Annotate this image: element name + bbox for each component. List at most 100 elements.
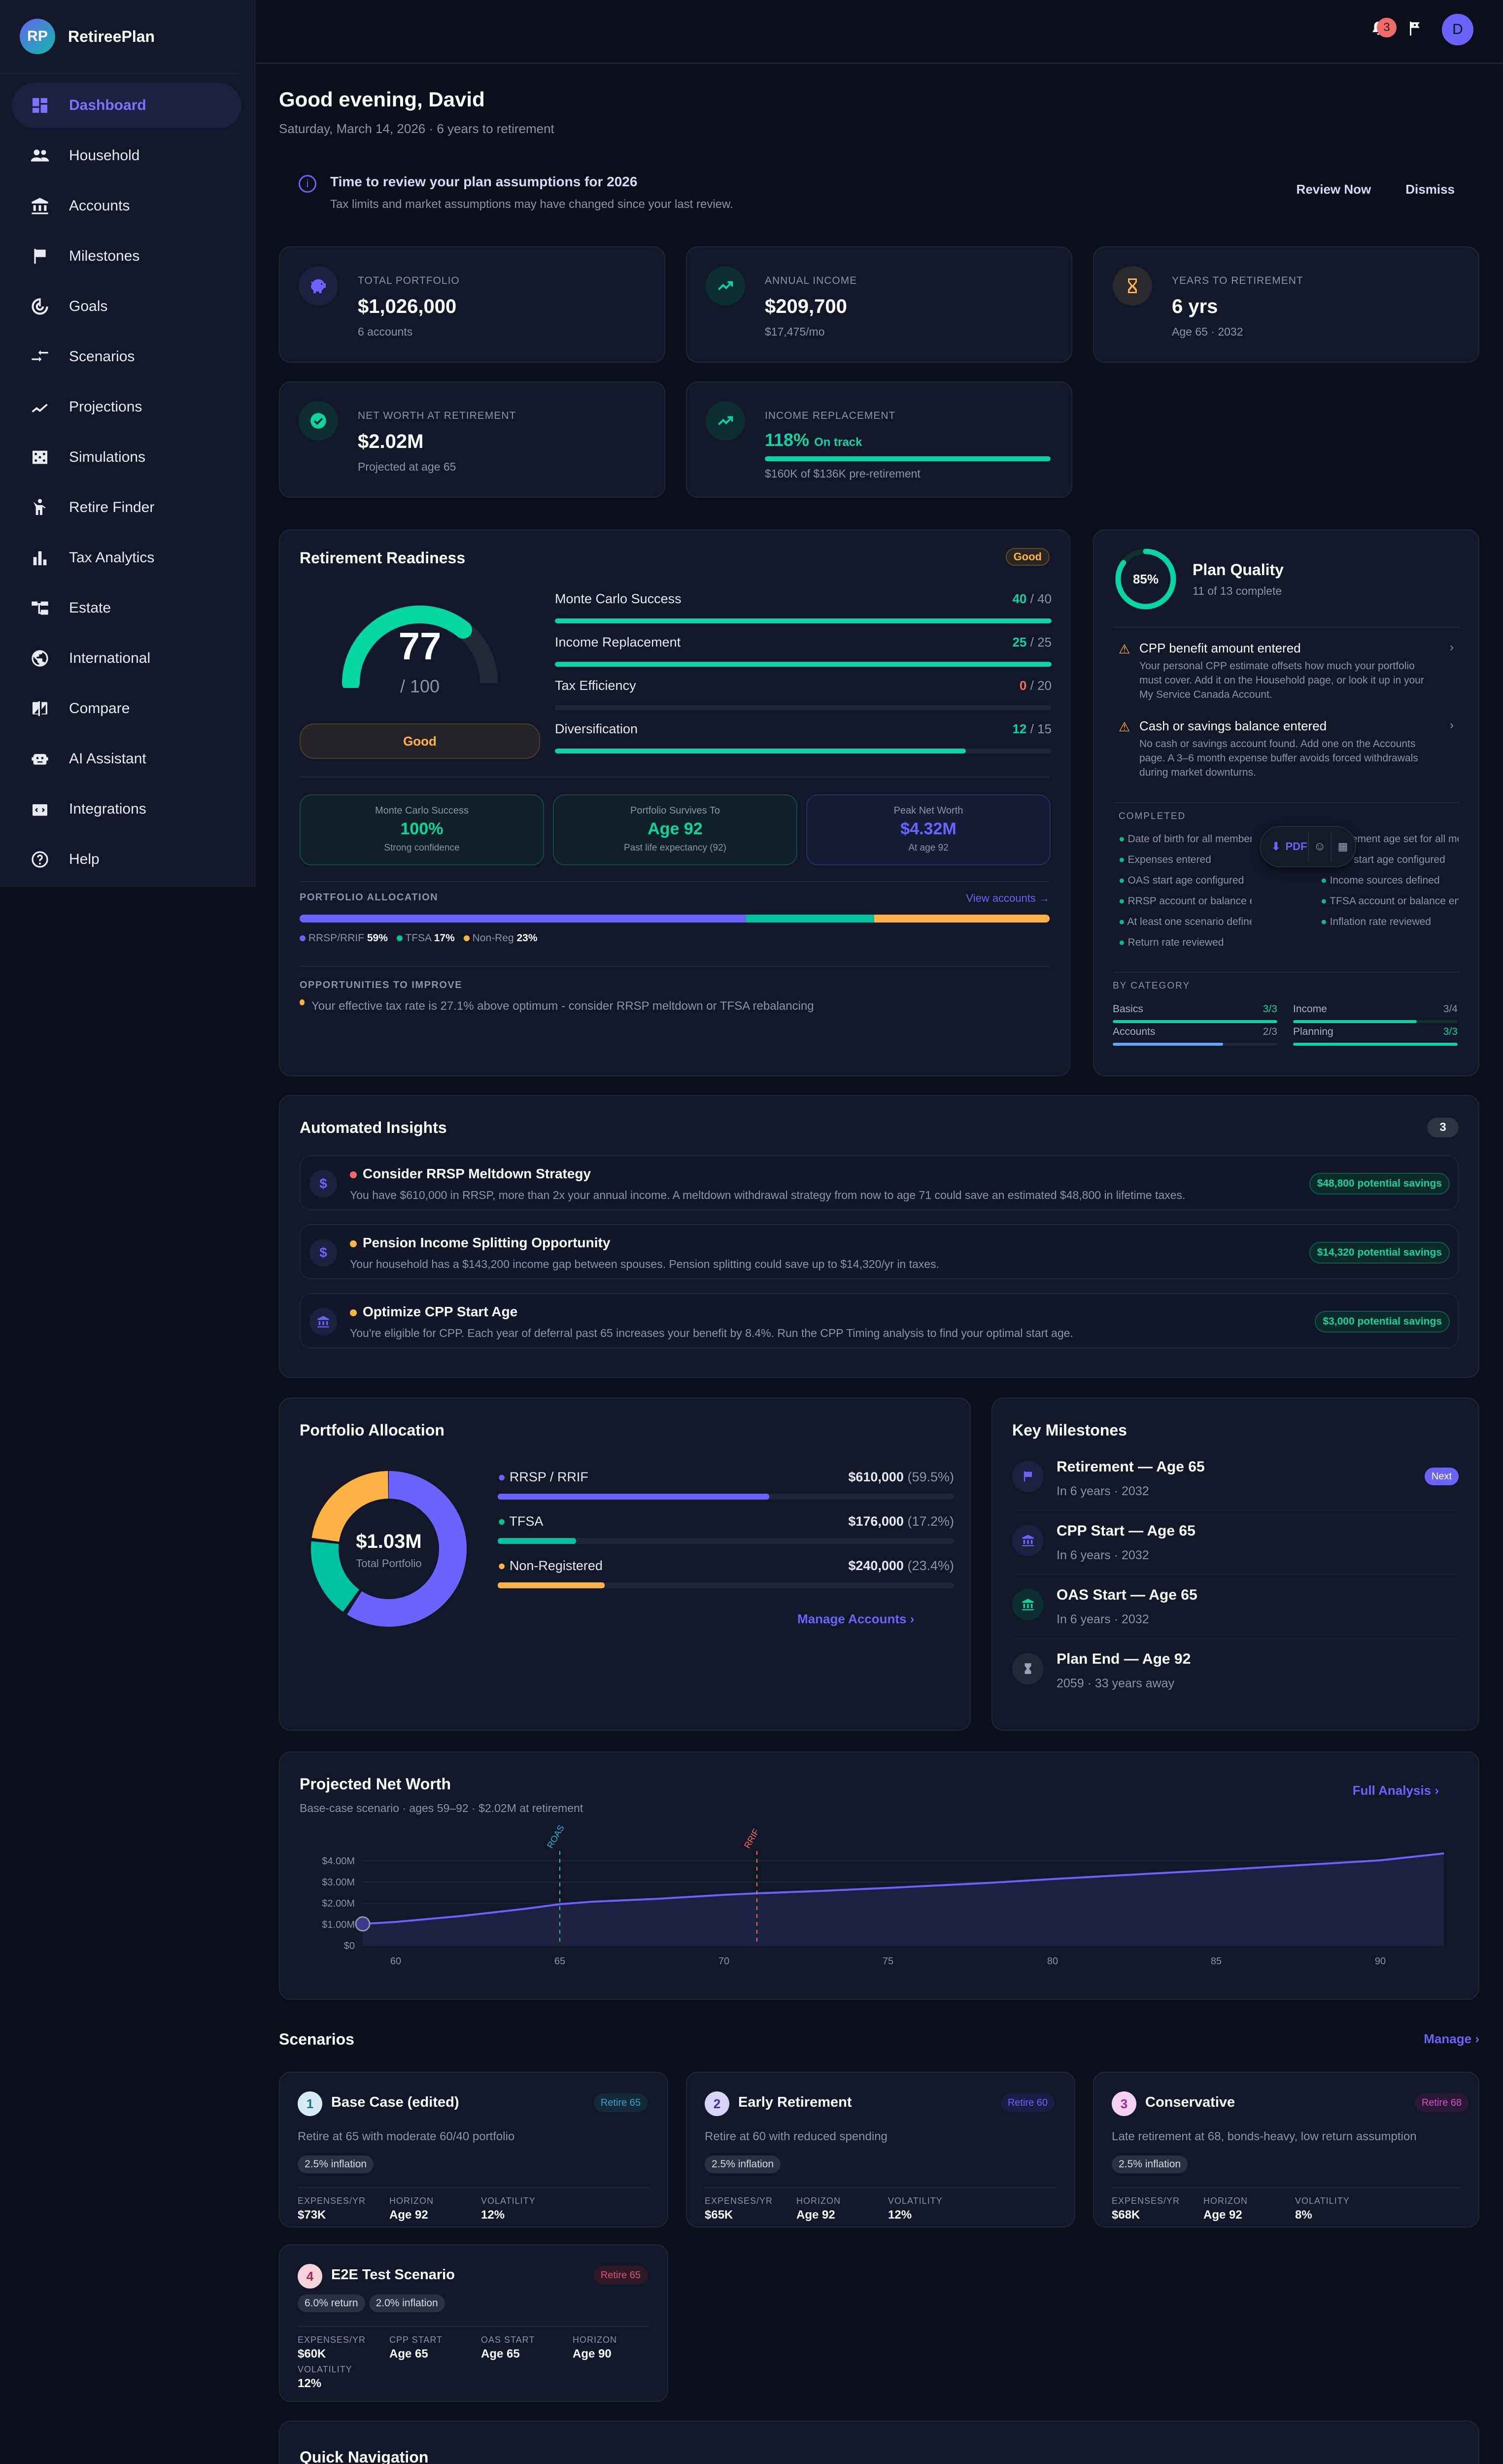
scenario-card[interactable]: 4 E2E Test Scenario Retire 65 6.0% retur… xyxy=(279,2244,668,2402)
ai-assistant-button[interactable]: ☺ xyxy=(1309,832,1332,861)
sidebar-item-dashboard[interactable]: Dashboard xyxy=(12,83,241,128)
sidebar-item-international[interactable]: International xyxy=(12,636,241,681)
sidebar-item-tax-analytics[interactable]: Tax Analytics xyxy=(12,535,241,581)
sidebar-item-retire-finder[interactable]: Retire Finder xyxy=(12,485,241,530)
sidebar-item-household[interactable]: Household xyxy=(12,133,241,178)
allocation-row: ● Non-Registered $240,000 (23.4%) xyxy=(498,1558,954,1588)
next-badge: Next xyxy=(1424,1468,1459,1485)
milestone-item[interactable]: Plan End — Age 92 2059 · 33 years away xyxy=(1012,1639,1459,1703)
todo-item-cpp[interactable]: ⚠ CPP benefit amount entered Your person… xyxy=(1119,641,1454,700)
piggy-bank-icon xyxy=(299,266,338,306)
sidebar-item-compare[interactable]: Compare xyxy=(12,686,241,731)
chevron-right-icon: › xyxy=(1450,641,1454,654)
svg-text:$2.00M: $2.00M xyxy=(322,1898,355,1909)
svg-text:90: 90 xyxy=(1375,1956,1386,1967)
highlight-monte-carlo: Monte Carlo Success 100% Strong confiden… xyxy=(300,794,544,865)
allocation-row: ● RRSP / RRIF $610,000 (59.5%) xyxy=(498,1470,954,1500)
insight-item[interactable]: $ Consider RRSP Meltdown Strategy You ha… xyxy=(300,1155,1459,1210)
review-now-button[interactable]: Review Now xyxy=(1296,182,1371,197)
milestone-item[interactable]: CPP Start — Age 65 In 6 years · 2032 xyxy=(1012,1511,1459,1575)
flag-icon xyxy=(1410,21,1420,35)
scenario-card[interactable]: 3 Conservative Retire 68 Late retirement… xyxy=(1093,2072,1479,2227)
retirement-readiness-card: Retirement Readiness Good 77 / 100 Good … xyxy=(279,529,1070,1076)
sidebar-item-ai-assistant[interactable]: AI Assistant xyxy=(12,736,241,782)
milestone-item[interactable]: Retirement — Age 65 In 6 years · 2032 Nex… xyxy=(1012,1447,1459,1511)
allocation-donut xyxy=(311,1471,467,1627)
sidebar-item-integrations[interactable]: Integrations xyxy=(12,787,241,832)
stat-card-net-worth-at-retirement[interactable]: NET WORTH AT RETIREMENT $2.02M Projected… xyxy=(279,381,665,498)
trending-up-icon xyxy=(706,401,745,441)
stat-card-income-replacement[interactable]: INCOME REPLACEMENT 118% On track $160K o… xyxy=(686,381,1072,498)
manage-accounts-link[interactable]: Manage Accounts › xyxy=(797,1611,915,1626)
sidebar-item-help[interactable]: Help xyxy=(12,837,241,882)
sidebar-item-simulations[interactable]: Simulations xyxy=(12,435,241,480)
dashboard-icon xyxy=(29,94,51,117)
completed-list-left: ● Date of birth for all members ● Expens… xyxy=(1119,833,1252,948)
opportunity-item: Your effective tax rate is 27.1% above o… xyxy=(300,999,814,1013)
bank-icon xyxy=(309,1308,337,1335)
bank-icon xyxy=(29,195,51,217)
full-analysis-link[interactable]: Full Analysis › xyxy=(1352,1783,1439,1798)
download-icon: ⬇ xyxy=(1271,840,1281,853)
highlight-peak-net-worth: Peak Net Worth $4.32M At age 92 xyxy=(806,794,1051,865)
tour-flag-button[interactable] xyxy=(1406,20,1423,40)
notifications-button[interactable]: 3 xyxy=(1370,18,1397,39)
savings-badge: $3,000 potential savings xyxy=(1315,1311,1450,1333)
sidebar: RP RetireePlan Dashboard Household Accou… xyxy=(0,0,255,887)
download-pdf-button[interactable]: ⬇ PDF xyxy=(1261,832,1309,861)
bank-icon xyxy=(1012,1589,1044,1620)
flag-icon xyxy=(1012,1461,1044,1492)
category-basics: Basics 3/3 xyxy=(1113,1003,1277,1023)
svg-text:85: 85 xyxy=(1211,1956,1222,1967)
person-wave-icon xyxy=(29,496,51,519)
annual-income-value: $209,700 xyxy=(765,296,847,317)
stat-card-total-portfolio[interactable]: TOTAL PORTFOLIO $1,026,000 6 accounts xyxy=(279,246,665,363)
total-portfolio-value: $1,026,000 xyxy=(358,296,457,317)
svg-text:$3.00M: $3.00M xyxy=(322,1877,355,1888)
sidebar-item-scenarios[interactable]: Scenarios xyxy=(12,334,241,379)
sidebar-item-goals[interactable]: Goals xyxy=(12,284,241,329)
sidebar-item-accounts[interactable]: Accounts xyxy=(12,183,241,229)
plan-quality-card: 85% Plan Quality 11 of 13 complete ⚠ CPP… xyxy=(1093,529,1479,1076)
years-to-retirement-value: 6 yrs xyxy=(1172,296,1218,317)
chevron-right-icon: › xyxy=(910,1611,915,1626)
manage-scenarios-link[interactable]: Manage › xyxy=(1424,2031,1479,2046)
insight-item[interactable]: Optimize CPP Start Age You're eligible f… xyxy=(300,1293,1459,1348)
svg-text:ROAS: ROAS xyxy=(545,1823,566,1850)
user-avatar[interactable]: D xyxy=(1442,14,1473,45)
stat-card-years-to-retirement[interactable]: YEARS TO RETIREMENT 6 yrs Age 65 · 2032 xyxy=(1093,246,1479,363)
todo-item-cash[interactable]: ⚠ Cash or savings balance entered No cas… xyxy=(1119,719,1454,778)
check-circle-icon xyxy=(299,401,338,441)
robot-icon xyxy=(29,748,51,770)
svg-text:80: 80 xyxy=(1047,1956,1058,1967)
flag-icon xyxy=(29,245,51,268)
portfolio-allocation-card: Portfolio Allocation $1.03M Total Portfo… xyxy=(279,1398,971,1731)
svg-text:60: 60 xyxy=(390,1956,401,1967)
sidebar-item-milestones[interactable]: Milestones xyxy=(12,234,241,279)
milestone-item[interactable]: OAS Start — Age 65 In 6 years · 2032 xyxy=(1012,1575,1459,1639)
quick-navigation-card: Quick Navigation Household Accounts Scen… xyxy=(279,2421,1479,2464)
page-title: Good evening, David xyxy=(279,88,485,111)
stat-card-annual-income[interactable]: ANNUAL INCOME $209,700 $17,475/mo xyxy=(686,246,1072,363)
brand[interactable]: RP RetireePlan xyxy=(0,0,239,74)
compare-icon xyxy=(29,697,51,720)
view-accounts-link[interactable]: View accounts → xyxy=(966,892,1050,904)
calculator-button[interactable]: ▦ xyxy=(1332,840,1354,853)
warning-icon: ⚠ xyxy=(1119,642,1130,656)
insights-count-badge: 3 xyxy=(1427,1118,1459,1137)
hourglass-icon xyxy=(1012,1653,1044,1684)
readiness-rating-badge: Good xyxy=(300,723,540,759)
dismiss-button[interactable]: Dismiss xyxy=(1405,182,1455,197)
sidebar-item-projections[interactable]: Projections xyxy=(12,384,241,430)
sidebar-item-estate[interactable]: Estate xyxy=(12,585,241,631)
readiness-metrics: Monte Carlo Success 40 / 40 Income Repla… xyxy=(555,591,1052,765)
net-worth-value: $2.02M xyxy=(358,431,424,452)
plan-quality-pct: 85% xyxy=(1132,572,1159,586)
scenario-card[interactable]: 1 Base Case (edited) Retire 65 Retire at… xyxy=(279,2072,668,2227)
chevron-right-icon: › xyxy=(1435,1783,1439,1798)
readiness-status-badge: Good xyxy=(1005,548,1050,566)
readiness-score: 77 xyxy=(398,624,442,668)
scenario-card[interactable]: 2 Early Retirement Retire 60 Retire at 6… xyxy=(686,2072,1075,2227)
globe-icon xyxy=(29,647,51,670)
insight-item[interactable]: $ Pension Income Splitting Opportunity Y… xyxy=(300,1224,1459,1279)
